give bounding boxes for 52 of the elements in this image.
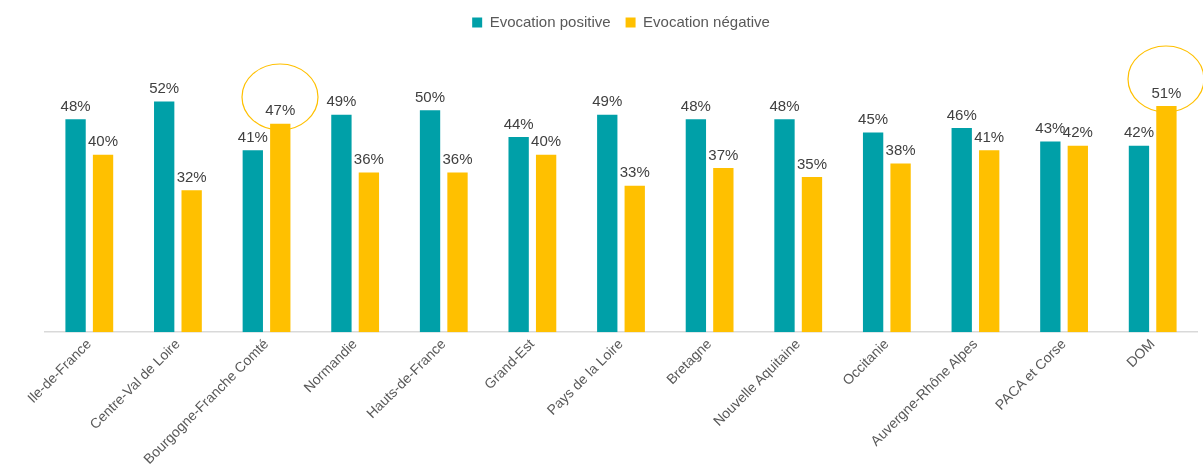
bar: [447, 172, 468, 333]
bar: [65, 119, 86, 333]
data-label: 46%: [946, 105, 977, 123]
data-label: 48%: [60, 96, 91, 114]
data-label: 32%: [176, 167, 207, 185]
bar: [331, 114, 352, 333]
data-label: 33%: [619, 163, 650, 181]
data-label: 41%: [974, 127, 1005, 145]
data-label: 38%: [885, 141, 916, 159]
data-label: 48%: [680, 96, 711, 114]
bar: [597, 114, 618, 333]
bar: [92, 154, 114, 333]
bar: [508, 136, 529, 333]
bar: [862, 132, 884, 333]
legend-label: Evocation positive: [489, 12, 611, 30]
data-label: 40%: [531, 132, 562, 150]
bar: [181, 190, 202, 333]
bar: [979, 150, 1000, 333]
bar: [270, 123, 291, 333]
bar: [419, 110, 441, 333]
bar: [624, 185, 645, 333]
data-label: 42%: [1123, 123, 1154, 141]
bar: [774, 119, 795, 333]
bar: [951, 128, 972, 333]
data-label: 48%: [769, 96, 800, 114]
data-label: 52%: [149, 79, 180, 97]
data-label: 49%: [326, 92, 357, 110]
data-label: 47%: [265, 101, 296, 119]
bar: [685, 119, 707, 333]
bar: [242, 150, 263, 333]
data-label: 36%: [353, 150, 384, 168]
data-label: 41%: [237, 127, 268, 145]
bar: [358, 172, 380, 333]
data-label: 51%: [1151, 83, 1182, 101]
data-label: 45%: [858, 110, 889, 128]
bar: [1128, 145, 1150, 333]
data-label: 37%: [708, 145, 739, 163]
bar: [1040, 141, 1061, 333]
bar: [535, 154, 557, 333]
bar: [1156, 105, 1177, 333]
bar: [154, 101, 175, 333]
data-label: 44%: [503, 114, 534, 132]
bar: [801, 176, 823, 333]
data-label: 50%: [415, 88, 446, 105]
legend-label: Evocation négative: [643, 12, 770, 30]
bar: [713, 168, 734, 333]
bar: [890, 163, 911, 333]
data-label: 40%: [88, 132, 119, 150]
data-label: 49%: [592, 92, 623, 110]
bar: [1067, 145, 1088, 333]
data-label: 36%: [442, 150, 473, 168]
data-label: 35%: [796, 154, 827, 172]
